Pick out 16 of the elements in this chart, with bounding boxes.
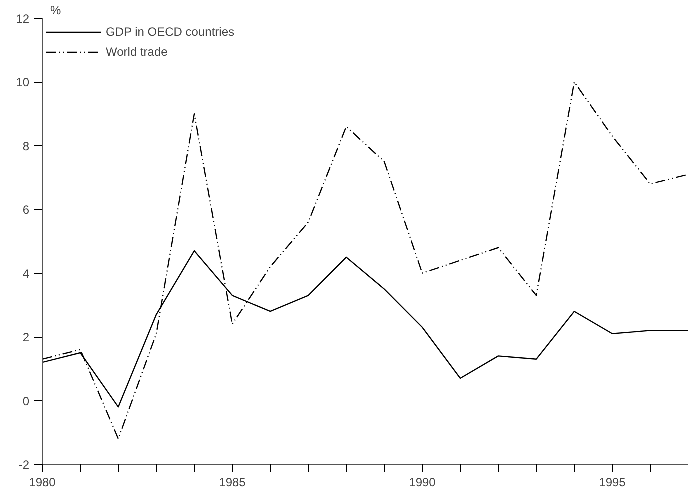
y-tick-label: 10 (16, 76, 30, 90)
y-tick-label: 2 (22, 330, 30, 345)
y-tick-label: 8 (22, 139, 30, 154)
y-tick-label: 12 (16, 12, 30, 26)
x-tick-label: 1985 (219, 476, 246, 490)
y-tick-label: 6 (22, 203, 30, 218)
y-tick-label: -2 (18, 458, 30, 472)
y-axis-title: % (50, 4, 62, 18)
y-tick-label: 0 (22, 394, 30, 408)
y-tick-label: 4 (22, 266, 30, 281)
line-series (42, 82, 688, 440)
legend-label: GDP in OECD countries (106, 25, 234, 39)
legend-label: World trade (106, 45, 168, 59)
x-tick-label: 1995 (599, 476, 626, 490)
x-tick-label: 1980 (29, 476, 56, 490)
x-tick-label: 1990 (409, 476, 436, 490)
